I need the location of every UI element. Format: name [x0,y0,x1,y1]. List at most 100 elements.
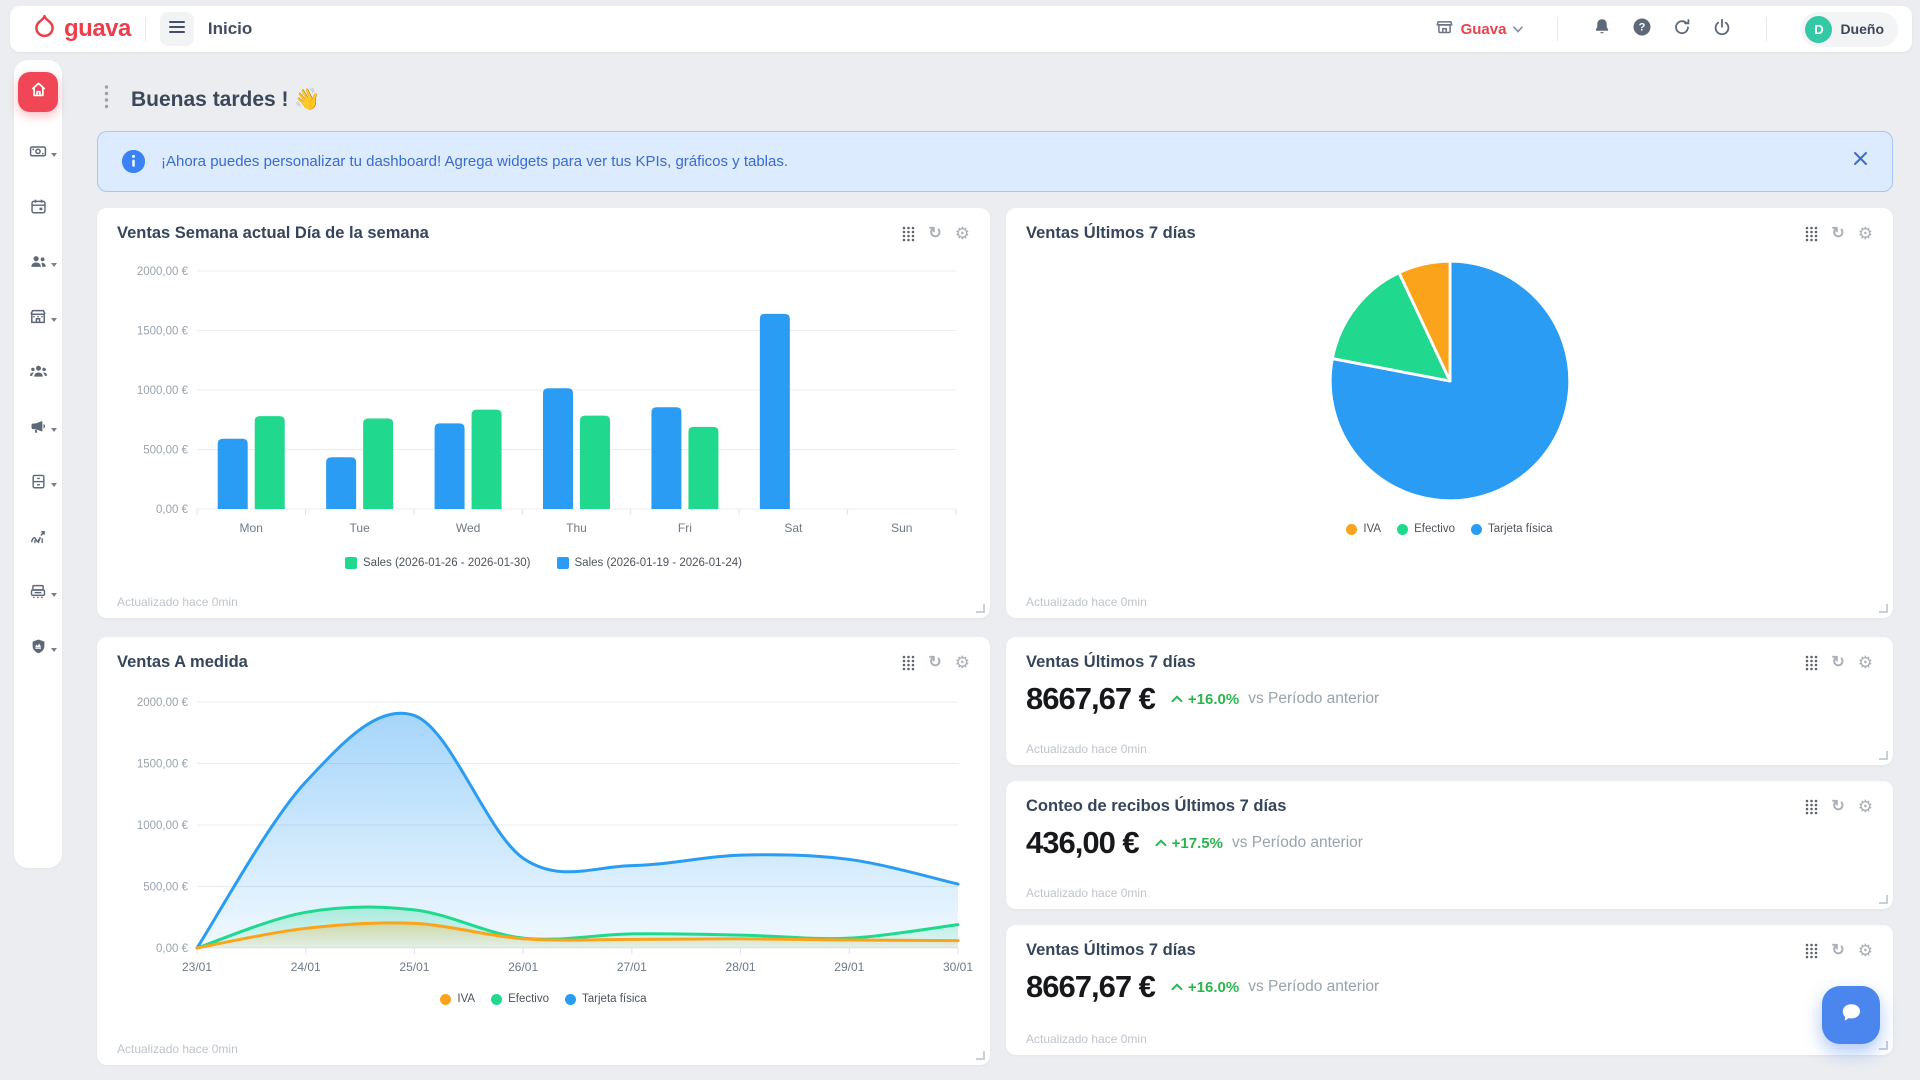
sidebar-item-calendar[interactable] [21,191,55,221]
widget-resize-handle[interactable] [1879,1041,1888,1050]
widget-drag-handle-icon[interactable] [1805,943,1818,959]
widget-resize-handle[interactable] [1879,751,1888,760]
wave-emoji: 👋 [294,87,321,111]
kpi-value: 8667,67 € [1026,969,1156,1004]
widget-drag-handle-icon[interactable] [902,655,915,671]
widget-refresh-icon[interactable]: ↻ [928,224,942,242]
sidebar [14,60,62,868]
dashboard-drag-handle-icon[interactable] [104,84,109,115]
app-logo[interactable]: guava [32,13,131,45]
sidebar-item-admin[interactable] [21,631,57,661]
widget-resize-handle[interactable] [976,1051,985,1060]
legend-item[interactable]: IVA [440,993,475,1005]
svg-text:1500,00 €: 1500,00 € [137,326,189,338]
top-bar: guava Inicio Guava ? [10,6,1912,52]
widget-settings-icon[interactable]: ⚙ [1857,797,1873,816]
widget-drag-handle-icon[interactable] [1805,799,1818,815]
page-title: Inicio [207,19,253,38]
sidebar-item-inventory[interactable] [21,466,57,496]
banner-close-button[interactable] [1849,147,1872,175]
widget-settings-icon[interactable]: ⚙ [1857,941,1873,960]
svg-text:Mon: Mon [240,521,263,535]
widget-settings-icon[interactable]: ⚙ [1857,653,1873,672]
greeting-title: Buenas tardes ! 👋 [131,87,321,111]
logout-button[interactable] [1712,17,1732,42]
legend-label: Tarjeta física [582,993,647,1005]
bell-icon [1592,17,1612,42]
svg-text:26/01: 26/01 [508,960,538,974]
chat-bubble-icon [1838,1001,1864,1030]
cash-icon [28,141,48,161]
chat-fab-button[interactable] [1822,986,1880,1044]
sidebar-item-sales[interactable] [21,136,57,166]
caret-down-icon [51,648,57,652]
widget-sales-7d-pie: Ventas Últimos 7 días ↻ ⚙ IVA Efectivo Tar… [1006,208,1893,618]
widget-updated-label: Actualizado hace 0min [1026,1032,1147,1046]
notifications-button[interactable] [1592,17,1612,42]
legend-label: IVA [457,993,476,1005]
legend-swatch [491,993,503,1005]
megaphone-icon [28,417,48,436]
svg-text:25/01: 25/01 [399,960,429,974]
sidebar-item-team[interactable] [21,356,55,386]
sidebar-item-marketing[interactable] [21,411,57,441]
widget-refresh-icon[interactable]: ↻ [1831,941,1845,959]
sidebar-item-pos[interactable] [21,576,57,606]
svg-text:29/01: 29/01 [834,960,864,974]
kpi-value: 8667,67 € [1026,681,1156,716]
menu-toggle-button[interactable] [159,12,194,46]
legend-item[interactable]: Efectivo [1397,523,1455,535]
legend-label: Efectivo [1414,523,1456,535]
kpi-compare-label: vs Período anterior [1231,834,1363,851]
store-name: Guava [1460,20,1507,38]
widget-refresh-icon[interactable]: ↻ [1831,797,1845,815]
pos-terminal-icon [28,582,48,601]
svg-text:500,00 €: 500,00 € [143,445,188,457]
legend-item[interactable]: Tarjeta física [565,993,647,1005]
svg-text:?: ? [1639,21,1646,33]
kpi-compare-label: vs Período anterior [1248,978,1380,995]
widget-settings-icon[interactable]: ⚙ [954,653,970,672]
widget-refresh-icon[interactable]: ↻ [1831,653,1845,671]
svg-text:28/01: 28/01 [726,960,756,974]
widget-title: Ventas Últimos 7 días [1026,224,1196,242]
widget-resize-handle[interactable] [1879,604,1888,613]
widget-updated-label: Actualizado hace 0min [1026,886,1147,900]
payment-pie-chart[interactable] [1026,249,1873,513]
legend-item[interactable]: Efectivo [491,993,549,1005]
sidebar-item-customers[interactable] [21,246,57,276]
user-role-label: Dueño [1840,21,1884,37]
store-selector[interactable]: Guava [1435,17,1524,41]
weekly-bar-chart[interactable]: 0,00 € 500,00 € 1000,00 € 1500,00 € 2000,00 … [117,257,970,554]
widget-refresh-icon[interactable]: ↻ [1831,224,1845,242]
widget-title: Ventas Últimos 7 días [1026,653,1196,671]
reload-button[interactable] [1672,17,1692,42]
legend-label: Sales (2026-01-19 - 2026-01-24) [574,557,743,569]
widget-refresh-icon[interactable]: ↻ [928,653,942,671]
sidebar-item-store[interactable] [21,301,57,331]
widget-drag-handle-icon[interactable] [1805,226,1818,242]
widget-drag-handle-icon[interactable] [902,226,915,242]
legend-item[interactable]: Sales (2026-01-26 - 2026-01-30) [345,557,531,569]
legend-swatch [1346,523,1358,535]
widget-resize-handle[interactable] [1879,895,1888,904]
legend-swatch [440,993,452,1005]
widget-drag-handle-icon[interactable] [1805,655,1818,671]
svg-text:27/01: 27/01 [617,960,647,974]
widget-resize-handle[interactable] [976,604,985,613]
custom-area-chart[interactable]: 0,00 € 500,00 € 1000,00 € 1500,00 € 2000,00 … [117,686,974,993]
help-button[interactable]: ? [1632,17,1652,42]
sidebar-item-stats[interactable] [21,521,55,551]
legend-item[interactable]: Sales (2026-01-19 - 2026-01-24) [556,557,743,569]
pie-chart-legend: IVA Efectivo Tarjeta física [1026,523,1873,535]
caret-down-icon [51,428,57,432]
kpi-delta: +16.0% [1187,690,1240,708]
widget-settings-icon[interactable]: ⚙ [1857,224,1873,243]
legend-label: Sales (2026-01-26 - 2026-01-30) [363,557,531,569]
user-menu[interactable]: D Dueño [1801,11,1898,47]
widget-title: Conteo de recibos Últimos 7 días [1026,797,1287,815]
legend-item[interactable]: Tarjeta física [1471,523,1553,535]
sidebar-item-home[interactable] [18,72,58,112]
legend-item[interactable]: IVA [1346,523,1381,535]
widget-settings-icon[interactable]: ⚙ [954,224,970,243]
